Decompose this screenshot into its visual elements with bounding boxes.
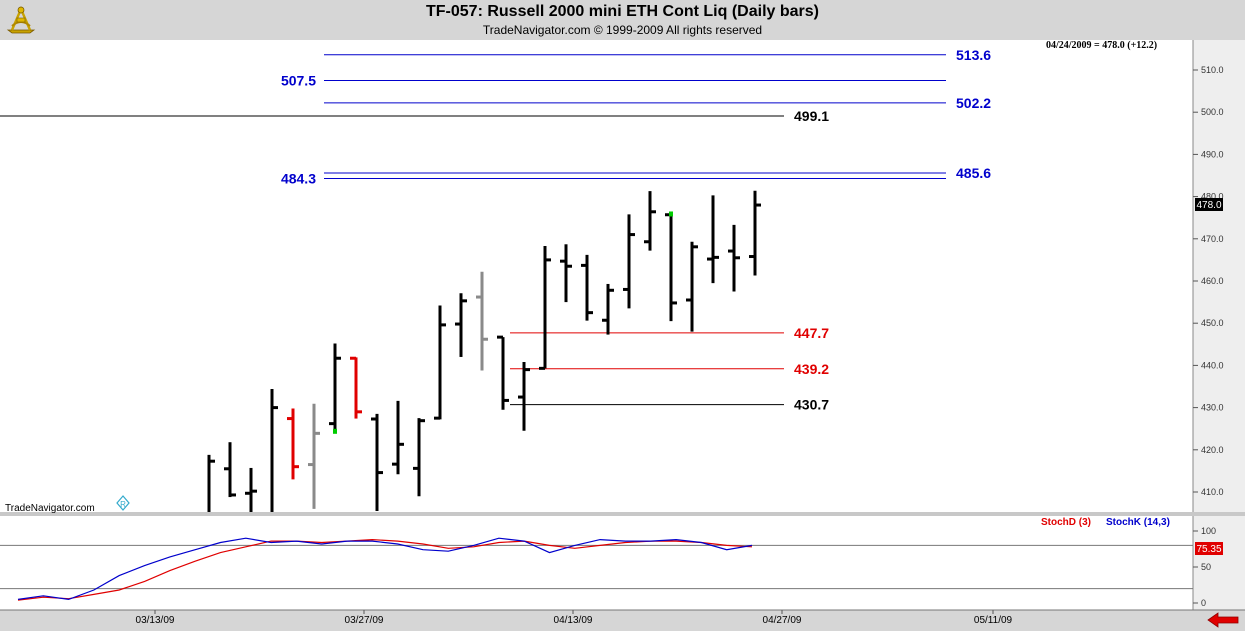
price-bar	[308, 403, 320, 509]
price-tick-label: 430.0	[1201, 403, 1224, 413]
last-price-label: 478.0	[1196, 200, 1221, 211]
oscillator-last-tag	[1195, 542, 1223, 555]
price-bar	[623, 214, 635, 309]
level-label: 499.1	[794, 108, 829, 124]
price-bar	[665, 211, 677, 322]
price-axis	[1193, 40, 1245, 514]
legend-stochd: StochD (3)	[1041, 517, 1091, 528]
horizontal-levels: 513.6 507.5 502.2 499.1 485.6 484.3 447.7 439.2…	[0, 47, 991, 413]
stochastic-lines	[0, 537, 1193, 601]
price-bar	[329, 343, 341, 434]
price-bar	[707, 195, 719, 284]
price-bar	[539, 245, 551, 370]
osc-tick-label: 0	[1201, 598, 1206, 608]
price-bar	[270, 389, 278, 512]
price-tick-label: 470.0	[1201, 234, 1224, 244]
price-tick-label: 500.0	[1201, 107, 1224, 117]
price-tick-label: 460.0	[1201, 276, 1224, 286]
chart-header: TF-057: Russell 2000 mini ETH Cont Liq (…	[0, 0, 1245, 40]
oscillator-axis	[1193, 516, 1245, 610]
scroll-left-arrow-icon[interactable]	[1206, 612, 1240, 628]
price-tick-label: 480.0	[1201, 192, 1224, 202]
level-label: 502.2	[956, 95, 991, 111]
legend-stochk: StochK (14,3)	[1106, 517, 1170, 528]
chart-title: TF-057: Russell 2000 mini ETH Cont Liq (…	[426, 3, 819, 20]
sextant-logo-icon	[6, 5, 36, 34]
level-label: 507.5	[281, 73, 316, 89]
price-tick-label: 450.0	[1201, 318, 1224, 328]
price-bar	[497, 335, 509, 410]
oscillator-y-ticks: 0 50 100	[1193, 526, 1216, 608]
stochastic-series	[17, 538, 753, 601]
price-bar	[602, 283, 614, 335]
panel-divider	[0, 512, 1245, 516]
level-label: 447.7	[794, 325, 829, 341]
price-y-ticks: 410.0 420.0 430.0 440.0 450.0 460.0 470.0 480.0…	[1193, 65, 1224, 497]
price-bar	[371, 413, 383, 511]
osc-tick-label: 50	[1201, 562, 1211, 572]
oscillator-panel	[0, 516, 1245, 610]
price-bar	[581, 254, 593, 321]
price-tick-label: 440.0	[1201, 360, 1224, 370]
date-tick-label: 03/27/09	[345, 615, 384, 626]
svg-text:R: R	[120, 500, 126, 509]
date-tick-label: 03/13/09	[136, 615, 175, 626]
date-axis	[0, 610, 1245, 631]
price-tick-label: 490.0	[1201, 149, 1224, 159]
price-bar	[560, 244, 572, 303]
price-bar	[413, 418, 425, 497]
last-price-tag	[1195, 198, 1223, 211]
price-bar	[476, 271, 488, 371]
oscillator-last-label: 75.35	[1196, 544, 1221, 555]
date-tick-label: 04/27/09	[763, 615, 802, 626]
price-tick-label: 510.0	[1201, 65, 1224, 75]
price-bar	[287, 408, 299, 480]
price-bar	[644, 191, 656, 251]
price-bar	[434, 305, 446, 420]
level-label: 485.6	[956, 165, 991, 181]
price-bar	[224, 442, 236, 498]
price-bar	[350, 356, 362, 419]
stochastic-series	[17, 537, 753, 601]
price-bar	[392, 400, 404, 475]
level-label: 430.7	[794, 397, 829, 413]
price-bar	[728, 224, 740, 292]
watermark: TradeNavigator.com	[5, 503, 95, 514]
signal-marker	[669, 211, 673, 217]
date-ticks: 03/13/09 03/27/09 04/13/09 04/27/09 05/11/09	[136, 610, 1013, 626]
price-tick-label: 410.0	[1201, 487, 1224, 497]
level-label: 484.3	[281, 170, 316, 186]
registered-icon: R	[116, 495, 130, 511]
status-readout: 04/24/2009 = 478.0 (+12.2)	[1046, 40, 1157, 51]
signal-marker	[333, 428, 337, 434]
chart-subtitle: TradeNavigator.com © 1999-2009 All right…	[482, 23, 763, 37]
date-tick-label: 05/11/09	[974, 615, 1013, 626]
price-tick-label: 420.0	[1201, 445, 1224, 455]
price-bars	[207, 190, 761, 512]
date-tick-label: 04/13/09	[554, 615, 593, 626]
price-bar	[245, 467, 257, 512]
price-bar	[207, 454, 215, 512]
osc-tick-label: 100	[1201, 526, 1216, 536]
price-bar	[518, 362, 530, 431]
price-bar	[686, 241, 698, 332]
price-bar	[749, 190, 761, 276]
level-label: 439.2	[794, 361, 829, 377]
price-panel	[0, 40, 1245, 514]
level-label: 513.6	[956, 47, 991, 63]
price-bar	[455, 293, 467, 357]
